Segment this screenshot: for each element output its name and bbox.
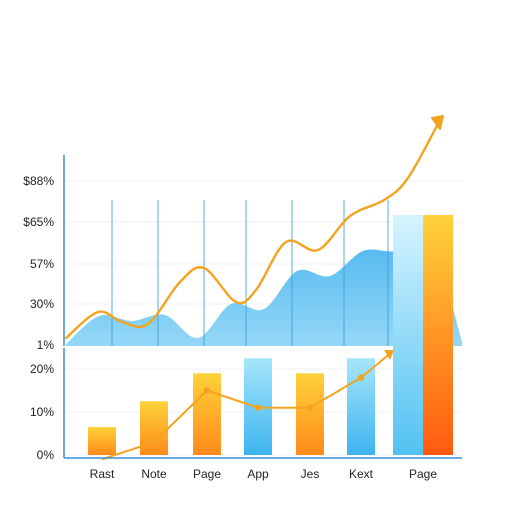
bottom-y-ticks: 20% 10% 0% (30, 362, 54, 462)
bottom-x-tick-label: Note (141, 467, 167, 481)
bar (296, 373, 324, 455)
bar (88, 427, 116, 455)
bottom-trend-point (357, 374, 365, 381)
bar (140, 401, 168, 455)
top-trend-line (64, 118, 442, 340)
bottom-bar-series (88, 215, 453, 455)
top-y-ticks: $88% $65% 57% 30% 1% (23, 174, 54, 352)
top-y-tick-label: $88% (23, 174, 54, 188)
bar (423, 215, 453, 455)
bottom-x-tick-label: Kext (349, 467, 374, 481)
bottom-x-tick-label: App (247, 467, 269, 481)
bottom-y-tick-label: 10% (30, 405, 54, 419)
top-area-series (66, 200, 462, 346)
bottom-trend-point (254, 404, 262, 411)
arrow-head-icon (431, 115, 444, 130)
top-y-tick-label: 57% (30, 257, 54, 271)
bar (193, 373, 221, 455)
bottom-trend-point (203, 387, 211, 394)
top-area-fill (66, 233, 462, 346)
top-line-series (64, 115, 444, 340)
arrow-head-icon (384, 350, 394, 360)
top-chart: $88% $65% 57% 30% 1% (23, 155, 462, 352)
top-y-tick-label: 1% (37, 338, 55, 352)
bottom-y-tick-label: 0% (37, 448, 55, 462)
bottom-x-tick-label: Page (193, 467, 221, 481)
bottom-x-tick-label: Jes (301, 467, 320, 481)
bar (393, 215, 423, 455)
bottom-line-series (101, 350, 394, 461)
bottom-x-ticks: Rast Note Page App Jes Kext Page (90, 467, 438, 481)
bottom-y-tick-label: 20% (30, 362, 54, 376)
bottom-chart: 20% 10% 0% Rast Note Page App Jes Kext Page (30, 215, 462, 481)
bottom-trend-point (306, 404, 314, 411)
bar (347, 358, 375, 455)
bottom-x-tick-label: Rast (90, 467, 115, 481)
top-y-tick-label: 30% (30, 297, 54, 311)
bottom-trend-point (150, 438, 158, 446)
top-y-tick-label: $65% (23, 215, 54, 229)
bottom-x-tick-label: Page (409, 467, 437, 481)
